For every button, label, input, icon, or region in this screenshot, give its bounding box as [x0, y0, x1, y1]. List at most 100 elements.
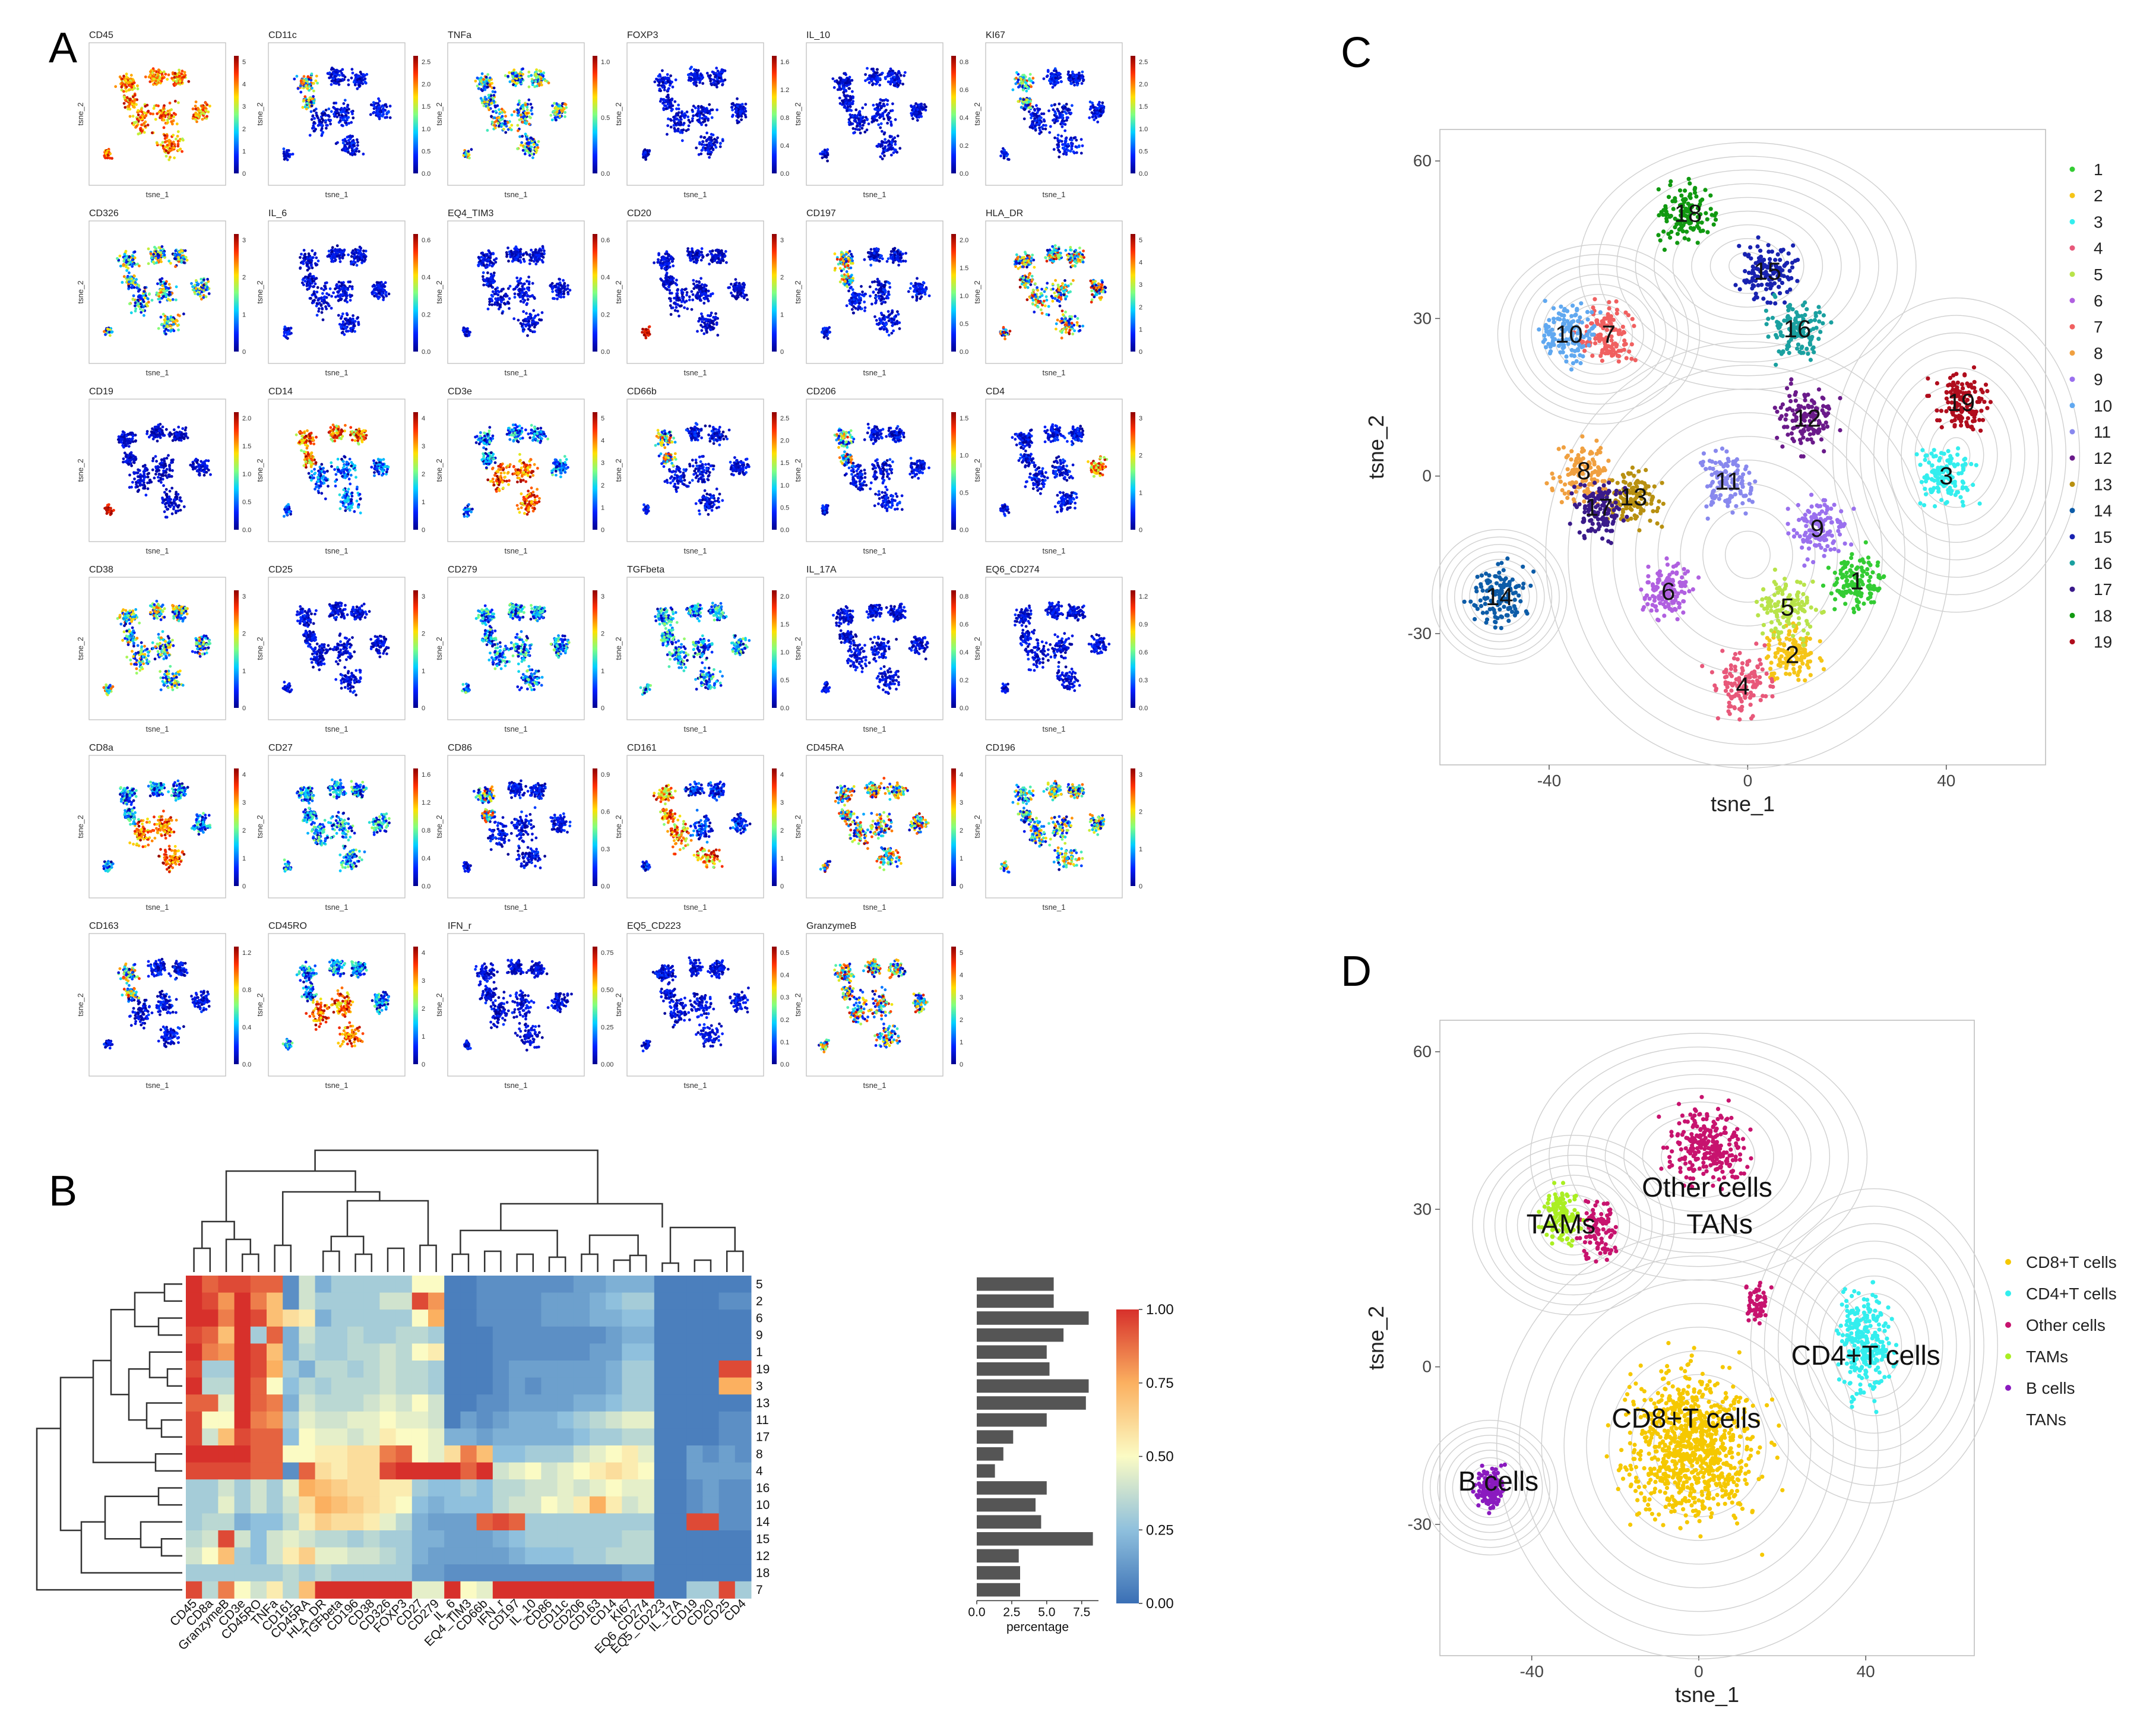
- data-point: [122, 90, 125, 93]
- data-point: [132, 102, 135, 105]
- data-point: [346, 116, 349, 119]
- data-point: [151, 131, 154, 134]
- data-point: [354, 74, 357, 77]
- data-point: [351, 112, 354, 115]
- data-point: [321, 127, 324, 130]
- data-point: [140, 124, 143, 126]
- feature-colorbar: [234, 56, 239, 173]
- data-point: [122, 75, 125, 78]
- data-point: [330, 83, 333, 86]
- data-point: [132, 115, 135, 118]
- colorbar-tick-label: 0: [242, 170, 246, 178]
- data-point: [204, 109, 207, 112]
- data-point: [149, 70, 152, 73]
- data-point: [377, 97, 380, 100]
- data-point: [154, 118, 157, 121]
- data-point: [156, 76, 159, 79]
- data-point: [148, 80, 151, 83]
- data-point: [144, 105, 147, 108]
- data-point: [356, 141, 359, 144]
- data-point: [107, 151, 110, 154]
- data-point: [200, 105, 203, 107]
- data-point: [134, 99, 137, 102]
- data-point: [356, 138, 359, 141]
- y-axis-label: tsne_2: [76, 102, 85, 125]
- data-point: [192, 107, 195, 110]
- data-point: [324, 119, 327, 122]
- data-point: [342, 141, 345, 144]
- data-point: [194, 112, 197, 115]
- data-point: [144, 75, 147, 78]
- data-point: [153, 77, 156, 80]
- colorbar-tick-label: 2: [242, 126, 246, 133]
- data-point: [325, 127, 328, 130]
- data-point: [164, 73, 167, 76]
- data-point: [370, 103, 373, 106]
- data-point: [340, 124, 343, 127]
- data-point: [203, 112, 206, 115]
- data-point: [169, 156, 172, 159]
- data-point: [161, 77, 164, 80]
- data-point: [181, 150, 183, 153]
- data-point: [192, 117, 195, 120]
- data-point: [309, 83, 312, 86]
- data-point: [299, 84, 302, 87]
- data-point: [143, 131, 146, 134]
- data-point: [350, 77, 353, 80]
- data-point: [153, 107, 156, 110]
- data-point: [346, 106, 349, 109]
- data-point: [208, 105, 211, 107]
- data-point: [139, 132, 142, 135]
- data-point: [124, 83, 126, 86]
- data-point: [205, 115, 208, 118]
- data-point: [163, 126, 166, 129]
- data-point: [332, 71, 335, 74]
- data-point: [327, 107, 330, 110]
- data-point: [329, 122, 332, 125]
- data-point: [333, 107, 336, 110]
- data-point: [176, 78, 179, 81]
- data-point: [173, 76, 176, 79]
- data-point: [176, 145, 179, 148]
- data-point: [351, 68, 354, 71]
- data-point: [330, 68, 333, 71]
- data-point: [110, 157, 113, 160]
- data-point: [358, 80, 361, 83]
- data-point: [326, 124, 329, 127]
- data-point: [321, 112, 324, 115]
- data-point: [160, 80, 163, 83]
- data-point: [165, 149, 168, 152]
- data-point: [163, 134, 166, 137]
- data-point: [137, 113, 140, 116]
- data-point: [148, 75, 151, 78]
- data-point: [128, 99, 131, 102]
- data-point: [167, 159, 170, 162]
- data-point: [362, 73, 365, 76]
- data-point: [358, 77, 361, 80]
- data-point: [335, 142, 338, 145]
- data-point: [313, 121, 316, 124]
- data-point: [384, 103, 387, 106]
- feature-plot-title: CD11c: [268, 30, 297, 40]
- data-point: [121, 81, 124, 84]
- data-point: [133, 121, 136, 124]
- data-point: [125, 72, 128, 75]
- feature-plot-title: CD45: [89, 30, 113, 40]
- data-point: [195, 100, 198, 103]
- data-point: [129, 115, 132, 118]
- data-point: [320, 134, 323, 137]
- data-point: [373, 111, 376, 114]
- data-point: [306, 75, 309, 78]
- data-point: [160, 71, 163, 74]
- data-point: [293, 78, 296, 81]
- data-point: [355, 147, 358, 150]
- data-point: [352, 144, 355, 147]
- data-point: [320, 124, 323, 126]
- data-point: [157, 73, 160, 76]
- data-point: [330, 75, 333, 78]
- data-point: [197, 113, 200, 116]
- data-point: [201, 118, 204, 121]
- data-point: [302, 79, 305, 82]
- data-point: [124, 106, 126, 109]
- data-point: [194, 107, 197, 110]
